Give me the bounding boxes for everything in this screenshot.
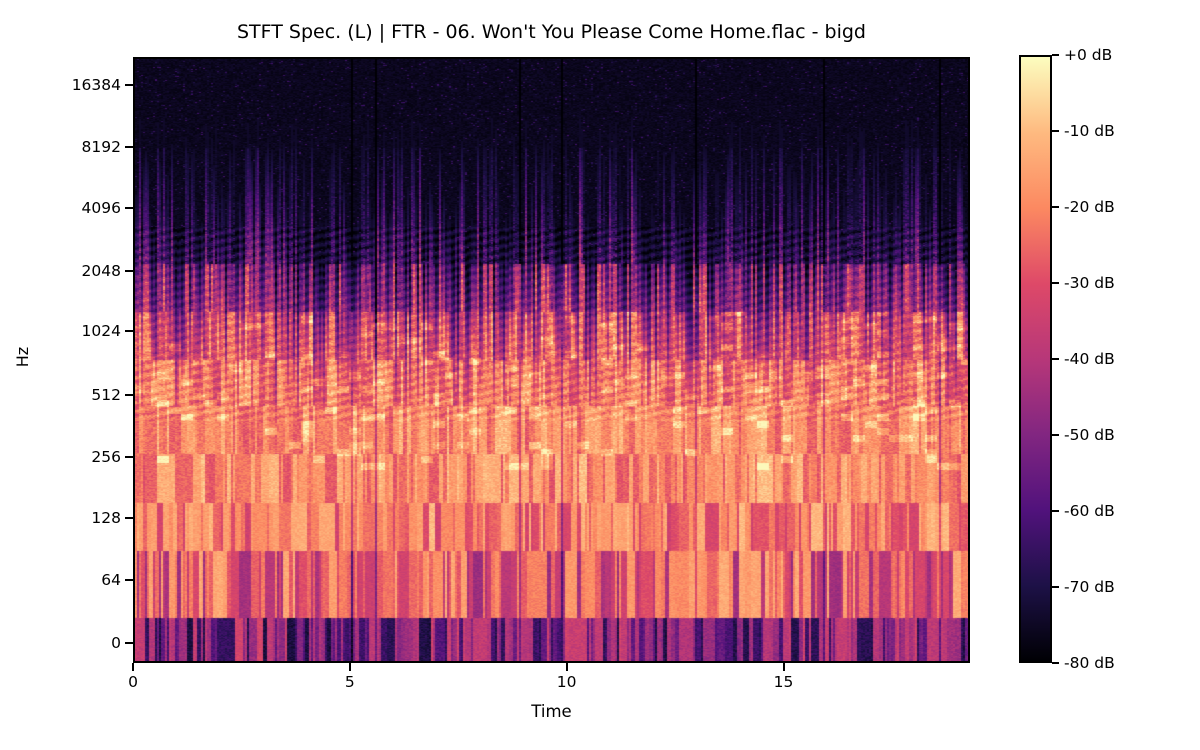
- y-tick-mark: [125, 83, 133, 86]
- y-axis-label: Hz: [13, 346, 32, 368]
- y-tick-label: 2048: [81, 261, 121, 280]
- colorbar-tick-mark: [1052, 206, 1059, 208]
- colorbar-tick-label: -40 dB: [1064, 350, 1115, 368]
- colorbar-tick-label: +0 dB: [1064, 46, 1113, 64]
- colorbar-tick-mark: [1052, 130, 1059, 132]
- x-axis-label: Time: [531, 702, 572, 721]
- y-tick-mark: [125, 329, 133, 332]
- colorbar-tick-label: -60 dB: [1064, 502, 1115, 520]
- chart-title: STFT Spec. (L) | FTR - 06. Won't You Ple…: [237, 21, 866, 43]
- colorbar-tick-label: -80 dB: [1064, 654, 1115, 672]
- y-tick-mark: [125, 269, 133, 272]
- y-tick-label: 0: [111, 634, 121, 652]
- colorbar-tick-label: -30 dB: [1064, 274, 1115, 292]
- x-tick-mark: [132, 663, 134, 671]
- colorbar-tick-mark: [1052, 434, 1059, 436]
- y-tick-mark: [125, 578, 133, 581]
- x-tick-mark: [782, 663, 785, 671]
- colorbar: [1019, 55, 1052, 663]
- colorbar-tick-mark: [1052, 282, 1059, 284]
- y-tick-mark: [125, 516, 133, 519]
- colorbar-tick-mark: [1052, 662, 1059, 664]
- y-tick-label: 512: [91, 386, 121, 405]
- y-tick-label: 64: [101, 570, 121, 589]
- y-tick-label: 128: [91, 508, 121, 527]
- y-tick-mark: [125, 394, 133, 397]
- y-tick-label: 1024: [81, 321, 121, 340]
- y-tick-label: 4096: [81, 199, 121, 217]
- colorbar-tick-mark: [1052, 510, 1059, 512]
- colorbar-tick-mark: [1052, 54, 1059, 56]
- y-tick-label: 8192: [81, 137, 121, 156]
- colorbar-tick-label: -10 dB: [1064, 122, 1115, 140]
- y-tick-label: 256: [91, 448, 121, 467]
- colorbar-tick-mark: [1052, 358, 1059, 360]
- spectrogram-heatmap: [133, 57, 970, 663]
- colorbar-tick-label: -70 dB: [1064, 578, 1115, 596]
- y-tick-mark: [125, 207, 133, 209]
- colorbar-tick-mark: [1052, 586, 1059, 588]
- x-tick-mark: [565, 663, 568, 671]
- x-tick-label: 15: [773, 673, 794, 691]
- y-tick-label: 16384: [71, 75, 121, 94]
- y-tick-mark: [125, 145, 133, 148]
- x-tick-label: 10: [556, 673, 577, 691]
- x-tick-mark: [348, 663, 351, 671]
- colorbar-tick-label: -50 dB: [1064, 426, 1115, 444]
- colorbar-tick-label: -20 dB: [1064, 198, 1115, 216]
- y-tick-mark: [125, 642, 133, 644]
- x-tick-label: 5: [344, 673, 355, 691]
- y-tick-mark: [125, 456, 133, 459]
- x-tick-label: 0: [128, 673, 138, 691]
